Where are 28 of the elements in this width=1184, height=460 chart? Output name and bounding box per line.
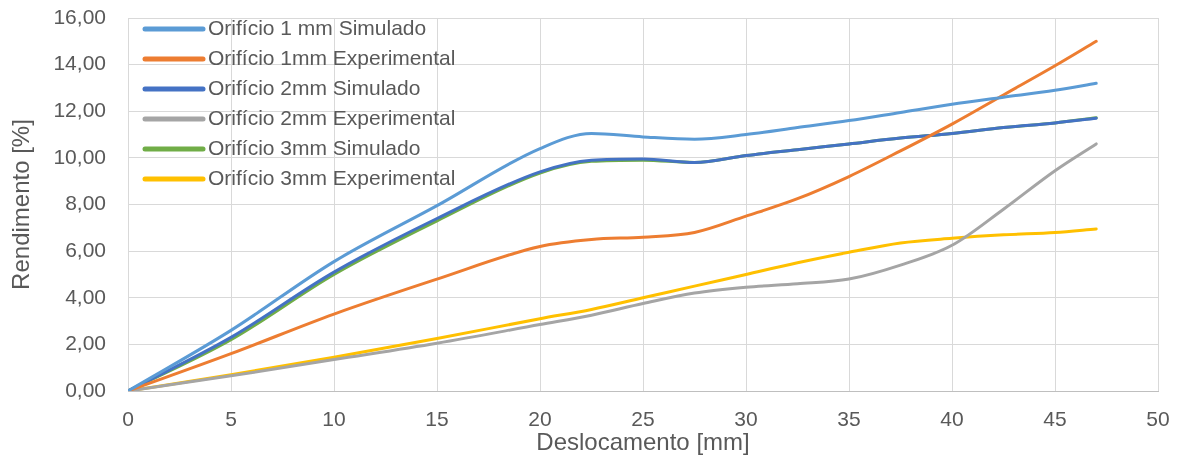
x-tick-label: 40: [940, 407, 964, 431]
y-tick-label: 0,00: [65, 377, 106, 401]
legend-label: Orifício 2mm Experimental: [208, 105, 456, 129]
x-tick-label: 0: [122, 407, 134, 431]
x-tick-label: 50: [1146, 407, 1170, 431]
x-tick-label: 30: [734, 407, 758, 431]
x-tick-label: 10: [322, 407, 346, 431]
legend-label: Orifício 3mm Experimental: [208, 165, 456, 189]
x-axis-title: Deslocamento [mm]: [536, 428, 750, 456]
x-tick-label: 15: [425, 407, 449, 431]
x-tick-label: 35: [837, 407, 861, 431]
legend-label: Orifício 1 mm Simulado: [208, 15, 427, 39]
x-tick-label: 25: [631, 407, 655, 431]
legend-label: Orifício 2mm Simulado: [208, 75, 421, 99]
legend-label: Orifício 1mm Experimental: [208, 45, 456, 69]
x-tick-label: 5: [225, 407, 237, 431]
y-tick-label: 2,00: [65, 331, 106, 355]
y-tick-label: 8,00: [65, 191, 106, 215]
y-axis-title: Rendimento [%]: [7, 119, 35, 290]
y-tick-label: 12,00: [53, 98, 106, 122]
x-tick-label: 45: [1043, 407, 1067, 431]
y-tick-label: 10,00: [53, 144, 106, 168]
y-tick-label: 6,00: [65, 237, 106, 261]
legend-label: Orifício 3mm Simulado: [208, 135, 421, 159]
y-tick-label: 4,00: [65, 284, 106, 308]
y-tick-label: 16,00: [53, 4, 106, 28]
x-tick-label: 20: [528, 407, 552, 431]
y-tick-label: 14,00: [53, 51, 106, 75]
